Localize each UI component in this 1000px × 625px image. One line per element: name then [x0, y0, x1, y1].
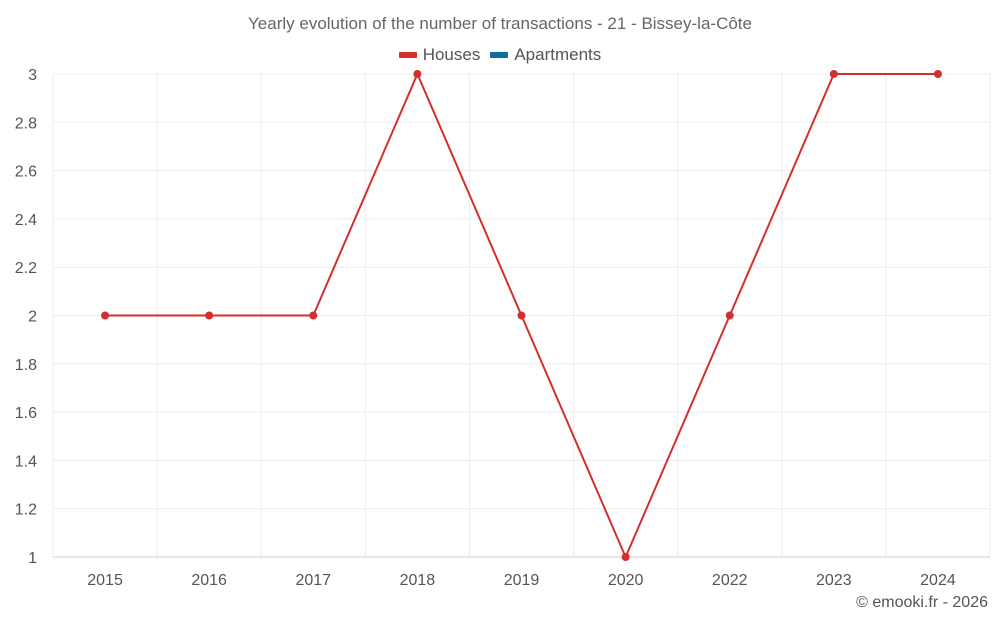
- legend-swatch-houses: [398, 52, 417, 58]
- legend-label-houses: Houses: [422, 45, 481, 64]
- x-tick-label: 2017: [295, 572, 331, 589]
- y-tick-label: 2.2: [15, 260, 37, 277]
- y-tick-label: 2.4: [15, 212, 37, 229]
- legend: Houses Apartments: [0, 45, 1000, 65]
- x-tick-label: 2018: [400, 572, 436, 589]
- x-tick-label: 2024: [920, 572, 956, 589]
- data-point: [725, 311, 734, 320]
- y-tick-label: 2.6: [15, 164, 37, 181]
- x-tick-label: 2020: [608, 572, 644, 589]
- x-tick-label: 2023: [816, 572, 852, 589]
- legend-item-houses[interactable]: Houses: [398, 45, 481, 65]
- data-point: [413, 70, 422, 78]
- x-tick-label: 2015: [87, 572, 123, 589]
- y-tick-label: 1.6: [15, 405, 37, 422]
- y-tick-label: 2: [28, 309, 37, 326]
- y-tick-label: 1.4: [15, 453, 37, 470]
- legend-item-apartments[interactable]: Apartments: [490, 45, 601, 65]
- data-point: [517, 311, 526, 320]
- y-tick-label: 2.8: [15, 115, 37, 132]
- data-point: [621, 553, 630, 561]
- legend-label-apartments: Apartments: [514, 45, 602, 64]
- y-tick-label: 1: [28, 550, 37, 567]
- data-point: [205, 311, 214, 320]
- data-point: [829, 70, 838, 78]
- y-tick-label: 1.8: [15, 357, 37, 374]
- x-tick-label: 2022: [712, 572, 748, 589]
- y-tick-label: 1.2: [15, 502, 37, 519]
- data-point: [933, 70, 942, 78]
- x-tick-label: 2019: [504, 572, 540, 589]
- legend-swatch-apartments: [490, 52, 509, 58]
- chart-title: Yearly evolution of the number of transa…: [248, 14, 752, 33]
- y-tick-label: 3: [28, 67, 37, 84]
- x-tick-label: 2016: [191, 572, 227, 589]
- data-point: [309, 311, 318, 320]
- data-point: [101, 311, 110, 320]
- credit-text: © emooki.fr - 2026: [856, 594, 988, 611]
